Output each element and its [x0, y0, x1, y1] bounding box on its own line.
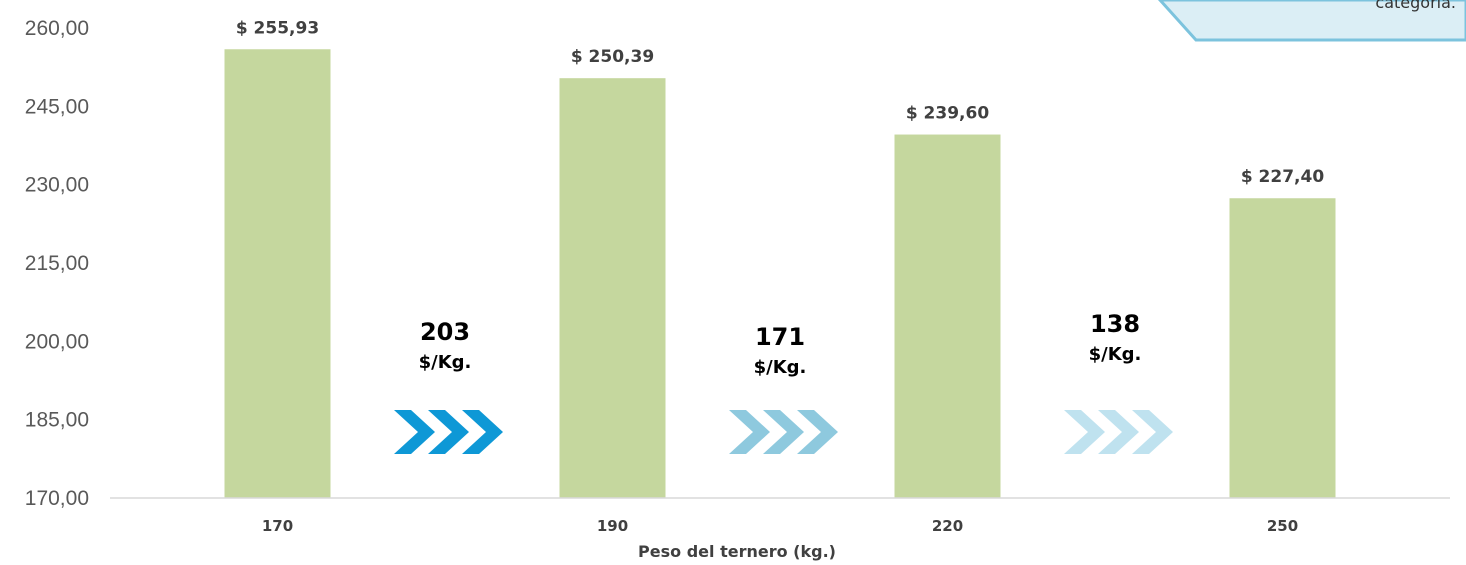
callout-box: categoría. — [1157, 0, 1466, 42]
data-label: $ 227,40 — [1241, 167, 1325, 187]
difference-unit: $/Kg. — [754, 357, 807, 378]
x-axis-label: Peso del ternero (kg.) — [638, 542, 836, 561]
x-tick-label: 250 — [1267, 517, 1298, 535]
x-tick-label: 170 — [262, 517, 293, 535]
x-ticks: 170 190 220 250 — [262, 517, 1298, 535]
bar-190 — [559, 78, 666, 499]
difference-value: 138 — [1090, 310, 1140, 338]
chevron-right-icon — [1132, 410, 1173, 454]
bars — [224, 49, 1336, 499]
data-label: $ 250,39 — [571, 47, 654, 67]
y-tick-label: 245,00 — [25, 95, 89, 118]
callout-text: categoría. — [1375, 0, 1456, 12]
difference-unit: $/Kg. — [419, 352, 472, 373]
data-labels: $ 255,93 $ 250,39 $ 239,60 $ 227,40 — [236, 18, 1325, 187]
chevron-right-icon — [428, 410, 469, 454]
y-tick-label: 185,00 — [25, 409, 89, 432]
y-tick-label: 200,00 — [25, 330, 89, 353]
data-label: $ 239,60 — [906, 104, 990, 124]
x-tick-label: 220 — [932, 517, 963, 535]
callout-shape — [1157, 0, 1466, 42]
y-tick-label: 230,00 — [25, 174, 89, 197]
chevron-right-icon — [1098, 410, 1139, 454]
y-axis: 170,00 185,00 200,00 215,00 230,00 245,00 260,… — [25, 17, 89, 510]
chevron-right-icon — [729, 410, 770, 454]
y-tick-label: 260,00 — [25, 17, 89, 40]
chevron-right-icon — [1064, 410, 1105, 454]
chevron-right-icon — [763, 410, 804, 454]
bar-170 — [224, 49, 331, 498]
difference-value: 203 — [420, 318, 470, 346]
chevron-right-icon — [394, 410, 435, 454]
difference-unit: $/Kg. — [1089, 344, 1142, 365]
x-tick-label: 190 — [597, 517, 628, 535]
difference-value: 171 — [755, 323, 805, 351]
chevron-right-icon — [797, 410, 838, 454]
data-label: $ 255,93 — [236, 18, 319, 38]
chevron-right-icon — [462, 410, 503, 454]
y-tick-label: 170,00 — [25, 487, 89, 510]
bar-220 — [894, 134, 1001, 499]
annotations: 203 $/Kg. 171 $/Kg. 138 $/Kg. — [394, 310, 1173, 454]
bar-250 — [1229, 198, 1336, 498]
y-tick-label: 215,00 — [25, 252, 89, 275]
